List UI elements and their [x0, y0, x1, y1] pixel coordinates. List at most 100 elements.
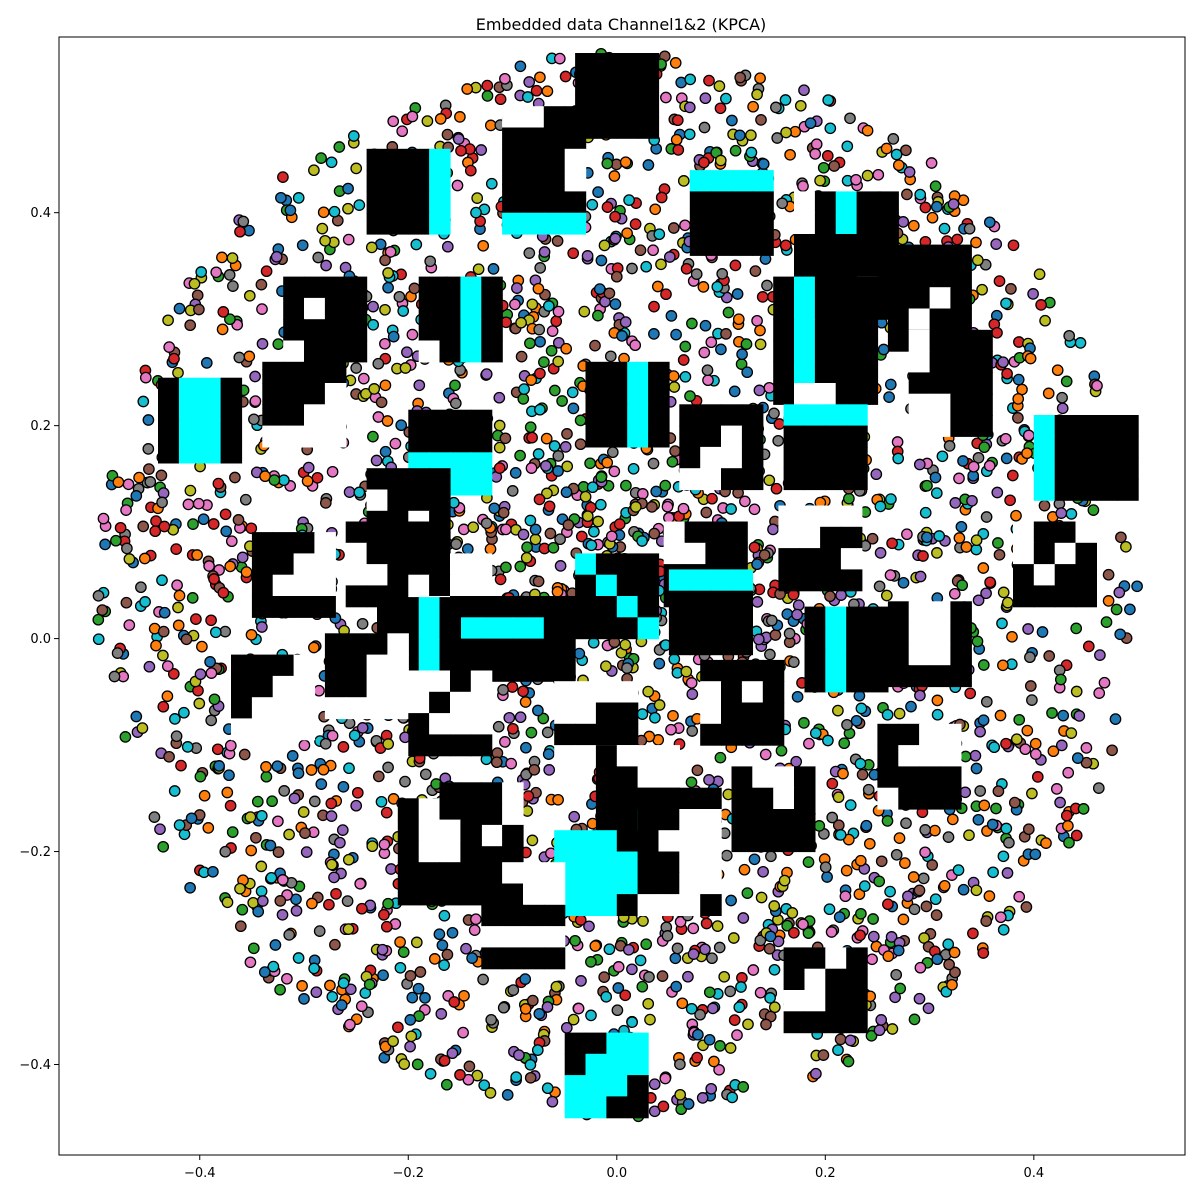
- image-thumbnail: [252, 532, 336, 618]
- scatter-point: [241, 567, 251, 577]
- scatter-point: [185, 320, 195, 330]
- scatter-point: [787, 908, 797, 918]
- scatter-point: [506, 758, 516, 768]
- scatter-point: [973, 255, 983, 265]
- scatter-point: [1063, 768, 1073, 778]
- scatter-point: [143, 415, 153, 425]
- scatter-point: [1055, 797, 1065, 807]
- scatter-point: [952, 234, 962, 244]
- scatter-point: [648, 458, 658, 468]
- scatter-point: [985, 461, 995, 471]
- scatter-point: [985, 217, 995, 227]
- image-pixel: [732, 170, 754, 192]
- scatter-point: [549, 441, 559, 451]
- scatter-point: [169, 354, 179, 364]
- image-pixel: [627, 362, 649, 384]
- scatter-point: [1094, 688, 1104, 698]
- scatter-point: [596, 255, 606, 265]
- scatter-point: [687, 726, 697, 736]
- scatter-point: [1007, 632, 1017, 642]
- scatter-point: [459, 991, 469, 1001]
- image-pixel: [930, 601, 952, 623]
- scatter-point: [217, 324, 227, 334]
- scatter-point: [904, 167, 914, 177]
- image-pixel: [805, 628, 827, 650]
- scatter-point: [1103, 570, 1113, 580]
- scatter-point: [561, 344, 571, 354]
- scatter-point: [466, 165, 476, 175]
- image-pixel: [685, 522, 707, 544]
- scatter-point: [748, 965, 758, 975]
- scatter-point: [277, 910, 287, 920]
- scatter-point: [455, 1070, 465, 1080]
- scatter-point: [1036, 300, 1046, 310]
- scatter-point: [478, 974, 488, 984]
- scatter-point: [1011, 511, 1021, 521]
- scatter-point: [220, 847, 230, 857]
- scatter-point: [712, 282, 722, 292]
- scatter-point: [621, 157, 631, 167]
- scatter-point: [238, 216, 248, 226]
- scatter-point: [610, 233, 620, 243]
- image-pixel: [408, 213, 430, 235]
- scatter-point: [199, 791, 209, 801]
- image-pixel: [888, 644, 910, 666]
- scatter-point: [953, 865, 963, 875]
- scatter-point: [932, 202, 942, 212]
- scatter-point: [698, 282, 708, 292]
- image-thumbnail: [784, 947, 868, 1033]
- scatter-point: [449, 997, 459, 1007]
- image-pixel: [429, 511, 451, 533]
- scatter-point: [822, 872, 832, 882]
- image-pixel: [440, 884, 462, 906]
- image-pixel: [700, 447, 722, 469]
- image-pixel: [1076, 436, 1098, 458]
- scatter-point: [715, 103, 725, 113]
- scatter-point: [825, 123, 835, 133]
- image-pixel: [575, 617, 597, 639]
- scatter-point: [835, 912, 845, 922]
- image-pixel: [617, 96, 639, 118]
- scatter-point: [999, 925, 1009, 935]
- scatter-point: [181, 634, 191, 644]
- scatter-point: [727, 115, 737, 125]
- scatter-point: [421, 769, 431, 779]
- image-pixel: [565, 213, 587, 235]
- scatter-point: [183, 499, 193, 509]
- scatter-point: [282, 974, 292, 984]
- image-pixel: [742, 447, 764, 469]
- image-pixel: [575, 852, 597, 874]
- scatter-point: [1025, 652, 1035, 662]
- image-pixel: [544, 596, 576, 618]
- scatter-point: [568, 403, 578, 413]
- scatter-point: [709, 1056, 719, 1066]
- scatter-point: [569, 812, 579, 822]
- scatter-point: [176, 760, 186, 770]
- scatter-point: [534, 324, 544, 334]
- image-pixel: [794, 788, 816, 810]
- image-pixel: [450, 452, 472, 474]
- scatter-point: [121, 505, 131, 515]
- scatter-point: [891, 149, 901, 159]
- scatter-point: [533, 576, 543, 586]
- scatter-point: [685, 391, 695, 401]
- scatter-point: [196, 267, 206, 277]
- image-pixel: [898, 724, 920, 746]
- scatter-point: [380, 339, 390, 349]
- scatter-point: [222, 897, 232, 907]
- scatter-point: [471, 914, 481, 924]
- scatter-point: [842, 141, 852, 151]
- scatter-point: [124, 554, 134, 564]
- image-pixel: [523, 862, 545, 884]
- scatter-point: [876, 1015, 886, 1025]
- image-pixel: [726, 543, 748, 565]
- image-pixel: [1096, 436, 1118, 458]
- scatter-point: [580, 492, 590, 502]
- image-pixel: [794, 383, 816, 405]
- scatter-point: [1132, 581, 1142, 591]
- image-pixel: [909, 665, 931, 687]
- image-pixel: [283, 298, 305, 320]
- image-pixel: [179, 420, 201, 442]
- scatter-point: [526, 375, 536, 385]
- scatter-point: [765, 993, 775, 1003]
